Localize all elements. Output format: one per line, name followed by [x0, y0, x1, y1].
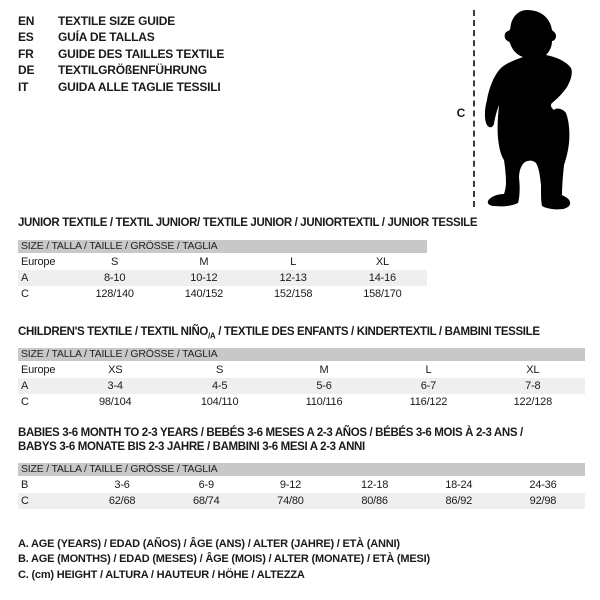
row-label: B: [21, 479, 29, 491]
junior-size-table: SIZE / TALLA / TAILLE / GRÖSSE / TAGLIA E…: [18, 240, 427, 302]
footnote-b: B. AGE (MONTHS) / EDAD (MESES) / ÂGE (MO…: [18, 553, 430, 566]
row-label: A: [21, 380, 29, 392]
height-measure-label: C: [456, 106, 466, 120]
row-label: Europe: [21, 364, 56, 376]
children-title-subscript: /A: [208, 331, 216, 341]
babies-title-line: BABYS 3-6 MONATE BIS 2-3 JAHRE / BAMBINI…: [18, 441, 365, 453]
size-cell: XS: [108, 364, 123, 376]
row-label: C: [21, 396, 29, 408]
footnote-list: A. AGE (YEARS) / EDAD (AÑOS) / ÂGE (ANS)…: [18, 537, 430, 583]
row-label: C: [21, 288, 29, 300]
children-size-table: SIZE / TALLA / TAILLE / GRÖSSE / TAGLIA E…: [18, 348, 585, 410]
size-cell: 5-6: [316, 380, 332, 392]
size-cell: 12-18: [361, 479, 389, 491]
table-row: C 62/68 68/74 74/80 80/86 86/92 92/98: [18, 493, 585, 509]
table-row: C 98/104 104/110 110/116 116/122 122/128: [18, 394, 585, 410]
language-row: FR GUIDE DES TAILLES TEXTILE: [18, 46, 224, 62]
size-cell: L: [290, 256, 297, 268]
children-table-title: CHILDREN'S TEXTILE / TEXTIL NIÑO/A / TEX…: [18, 325, 540, 343]
row-label: Europe: [21, 256, 56, 268]
size-cell: 12-13: [279, 272, 307, 284]
children-title-text: / TEXTILE DES ENFANTS / KINDERTEXTIL / B…: [215, 326, 540, 338]
language-title: GUÍA DE TALLAS: [58, 30, 155, 45]
size-cell: 128/140: [95, 288, 134, 300]
language-code: EN: [18, 14, 35, 28]
size-cell: 24-36: [529, 479, 557, 491]
table-row: C 128/140 140/152 152/158 158/170: [18, 286, 427, 302]
table-row: A 3-4 4-5 5-6 6-7 7-8: [18, 378, 585, 394]
size-cell: 9-12: [279, 479, 302, 491]
size-cell: L: [425, 364, 432, 376]
language-title: GUIDE DES TAILLES TEXTILE: [58, 46, 225, 61]
height-measure-line: [473, 10, 475, 207]
size-cell: 110/116: [305, 396, 343, 408]
baby-silhouette-shape: [484, 10, 572, 210]
size-cell: XL: [526, 364, 540, 376]
language-title: TEXTILGRÖßENFÜHRUNG: [58, 63, 207, 78]
size-cell: 18-24: [445, 479, 473, 491]
size-cell: S: [111, 256, 119, 268]
size-cell: S: [216, 364, 224, 376]
language-row: DE TEXTILGRÖßENFÜHRUNG: [18, 62, 224, 78]
size-cell: 4-5: [211, 380, 228, 392]
babies-title-line: BABIES 3-6 MONTH TO 2-3 YEARS / BEBÉS 3-…: [18, 427, 523, 439]
babies-table-title: BABIES 3-6 MONTH TO 2-3 YEARS / BEBÉS 3-…: [18, 426, 523, 454]
row-label: A: [21, 272, 29, 284]
language-row: EN TEXTILE SIZE GUIDE: [18, 13, 224, 29]
language-row: IT GUIDA ALLE TAGLIE TESSILI: [18, 79, 224, 95]
size-cell: 6-7: [420, 380, 437, 392]
size-cell: 3-6: [114, 479, 130, 491]
size-header-bar: SIZE / TALLA / TAILLE / GRÖSSE / TAGLIA: [18, 348, 585, 361]
children-title-text: CHILDREN'S TEXTILE / TEXTIL NIÑO: [18, 326, 209, 338]
size-header-bar: SIZE / TALLA / TAILLE / GRÖSSE / TAGLIA: [18, 463, 585, 476]
size-cell: 62/68: [108, 495, 136, 507]
footnote-c: C. (cm) HEIGHT / ALTURA / HAUTEUR / HÖHE…: [18, 568, 305, 581]
size-cell: M: [319, 364, 329, 376]
babies-size-table: SIZE / TALLA / TAILLE / GRÖSSE / TAGLIA B…: [18, 463, 585, 509]
size-header-bar: SIZE / TALLA / TAILLE / GRÖSSE / TAGLIA: [18, 240, 427, 253]
language-code: ES: [18, 30, 34, 45]
table-row: Europe S M L XL: [18, 254, 427, 270]
size-cell: 6-9: [198, 479, 215, 491]
size-cell: 140/152: [184, 288, 224, 300]
size-cell: M: [199, 256, 209, 268]
language-title: TEXTILE SIZE GUIDE: [58, 14, 176, 28]
size-cell: 10-12: [190, 272, 218, 284]
size-cell: 7-8: [525, 380, 541, 392]
table-row: Europe XS S M L XL: [18, 362, 585, 378]
footnote-a: A. AGE (YEARS) / EDAD (AÑOS) / ÂGE (ANS)…: [18, 538, 400, 550]
baby-silhouette: [484, 10, 572, 210]
size-cell: 122/128: [513, 396, 553, 408]
language-title-list: EN TEXTILE SIZE GUIDE ES GUÍA DE TALLAS …: [18, 13, 224, 95]
language-code: DE: [18, 63, 35, 78]
size-cell: XL: [375, 256, 389, 268]
size-cell: 86/92: [445, 495, 473, 507]
language-title: GUIDA ALLE TAGLIE TESSILI: [58, 79, 221, 94]
size-cell: 158/170: [363, 288, 402, 300]
size-cell: 14-16: [368, 272, 396, 284]
size-cell: 98/104: [98, 396, 132, 408]
size-cell: 74/80: [277, 495, 304, 507]
language-code: FR: [18, 46, 34, 61]
size-cell: 68/74: [192, 495, 220, 507]
language-row: ES GUÍA DE TALLAS: [18, 29, 224, 45]
size-cell: 104/110: [200, 396, 239, 408]
size-cell: 8-10: [104, 272, 126, 284]
size-cell: 3-4: [107, 380, 124, 392]
size-cell: 80/86: [361, 495, 388, 507]
size-cell: 116/122: [409, 396, 448, 408]
table-row: B 3-6 6-9 9-12 12-18 18-24 24-36: [18, 477, 585, 493]
size-cell: 92/98: [529, 495, 557, 507]
row-label: C: [21, 495, 29, 507]
junior-table-title: JUNIOR TEXTILE / TEXTIL JUNIOR/ TEXTILE …: [18, 217, 478, 229]
size-cell: 152/158: [273, 288, 313, 300]
language-code: IT: [18, 79, 29, 94]
table-row: A 8-10 10-12 12-13 14-16: [18, 270, 427, 286]
